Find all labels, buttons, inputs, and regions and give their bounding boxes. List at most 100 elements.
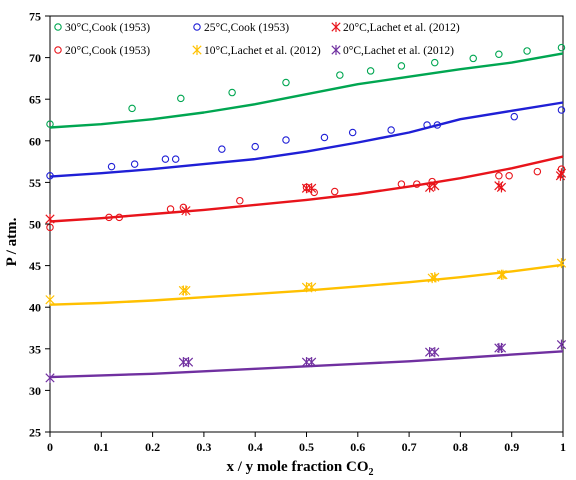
legend-marker — [193, 23, 201, 31]
legend-label: 20°C,Lachet et al. (2012) — [343, 22, 460, 34]
data-point — [282, 78, 290, 87]
data-point — [397, 62, 406, 70]
data-point — [336, 71, 344, 79]
x-tick-label: 0.3 — [196, 440, 211, 454]
legend-label: 25°C,Cook (1953) — [204, 22, 289, 34]
data-point — [46, 171, 54, 180]
data-point — [495, 50, 503, 59]
data-point — [282, 136, 290, 144]
y-tick-label: 50 — [29, 218, 41, 232]
data-point — [428, 177, 436, 186]
data-point — [307, 357, 317, 368]
data-point — [556, 339, 567, 350]
data-point — [348, 128, 357, 137]
legend-label: 30°C,Cook (1953) — [65, 22, 150, 34]
data-point — [498, 269, 508, 280]
data-point — [430, 180, 440, 191]
y-tick-label: 75 — [29, 10, 41, 24]
data-point — [496, 342, 507, 354]
y-tick-label: 25 — [29, 426, 41, 440]
data-point — [302, 183, 311, 192]
legend-marker — [54, 46, 62, 54]
data-point — [533, 167, 542, 176]
legend-marker — [331, 21, 341, 33]
model-line — [49, 52, 564, 129]
data-point — [430, 347, 440, 358]
data-point — [556, 258, 567, 269]
data-point — [179, 203, 188, 212]
x-tick-label: 0.7 — [402, 440, 417, 454]
data-point — [161, 155, 170, 163]
data-point — [130, 160, 139, 168]
data-point — [496, 182, 507, 193]
x-tick-label: 0.1 — [94, 440, 109, 454]
data-point — [423, 121, 431, 129]
data-point — [433, 121, 442, 129]
x-axis-label: x / y mole fraction CO2 — [226, 459, 373, 478]
data-point — [366, 67, 375, 75]
axis-ticks: 0 0.1 0.2 0.3 0.4 0.5 0.6 0.7 0.8 0.9 1 25 30 35 40 45 5… — [29, 10, 566, 455]
data-point — [115, 213, 124, 222]
x-tick-label: 0.5 — [299, 440, 314, 454]
data-point — [557, 165, 566, 173]
legend-item: 20°C,Cook (1953) — [54, 45, 150, 57]
data-point — [397, 180, 406, 188]
x-tick-label: 0.6 — [350, 440, 365, 454]
x-axis-label-main: x / y mole fraction CO — [226, 459, 368, 475]
data-point — [177, 94, 185, 103]
legend-item: 0°C,Lachet et al. (2012) — [331, 44, 454, 57]
data-point — [181, 285, 191, 296]
data-point — [523, 47, 531, 55]
data-point — [105, 213, 113, 222]
legend-item: 10°C,Lachet et al. (2012) — [192, 44, 321, 57]
data-point — [430, 58, 439, 67]
data-point — [181, 205, 191, 216]
y-tick-label: 40 — [29, 301, 41, 315]
legend-label: 10°C,Lachet et al. (2012) — [204, 45, 321, 57]
x-tick-label: 0.2 — [145, 440, 160, 454]
data-point — [557, 43, 566, 52]
data-point — [236, 196, 244, 205]
x-tick-label: 0.4 — [248, 440, 263, 454]
data-point — [183, 357, 194, 368]
data-point — [330, 187, 339, 196]
legend-marker — [54, 23, 62, 31]
data-point — [430, 272, 440, 283]
data-point — [45, 372, 55, 383]
data-point — [557, 106, 566, 114]
data-point — [218, 145, 226, 153]
data-point — [166, 205, 175, 213]
x-axis-label-subscript: 2 — [369, 467, 374, 478]
x-tick-label: 1 — [560, 440, 566, 454]
model-line — [49, 155, 564, 223]
data-point — [510, 112, 519, 121]
data-point — [128, 104, 136, 113]
model-line — [49, 101, 564, 178]
y-tick-label: 30 — [29, 384, 41, 398]
y-tick-label: 35 — [29, 342, 41, 356]
data-point — [251, 142, 259, 151]
data-point — [320, 133, 329, 142]
y-tick-label: 60 — [29, 134, 41, 148]
model-lines — [49, 52, 564, 379]
data-point — [496, 269, 507, 280]
y-tick-label: 45 — [29, 259, 41, 273]
data-point — [107, 162, 116, 171]
data-point — [387, 126, 395, 134]
data-point — [45, 213, 55, 225]
legend-marker — [331, 44, 341, 56]
data-point — [413, 180, 421, 188]
x-tick-label: 0.9 — [504, 440, 519, 454]
legend: 30°C,Cook (1953) 25°C,Cook (1953) 20°C,Lac… — [54, 21, 460, 57]
legend-item: 30°C,Cook (1953) — [54, 22, 150, 34]
data-point — [310, 188, 318, 197]
data-point — [45, 294, 55, 305]
legend-label: 20°C,Cook (1953) — [65, 45, 150, 57]
legend-item: 25°C,Cook (1953) — [193, 22, 289, 34]
legend-label: 0°C,Lachet et al. (2012) — [343, 45, 454, 57]
data-point — [171, 155, 180, 163]
legend-marker — [192, 44, 202, 56]
data-point — [228, 88, 236, 97]
